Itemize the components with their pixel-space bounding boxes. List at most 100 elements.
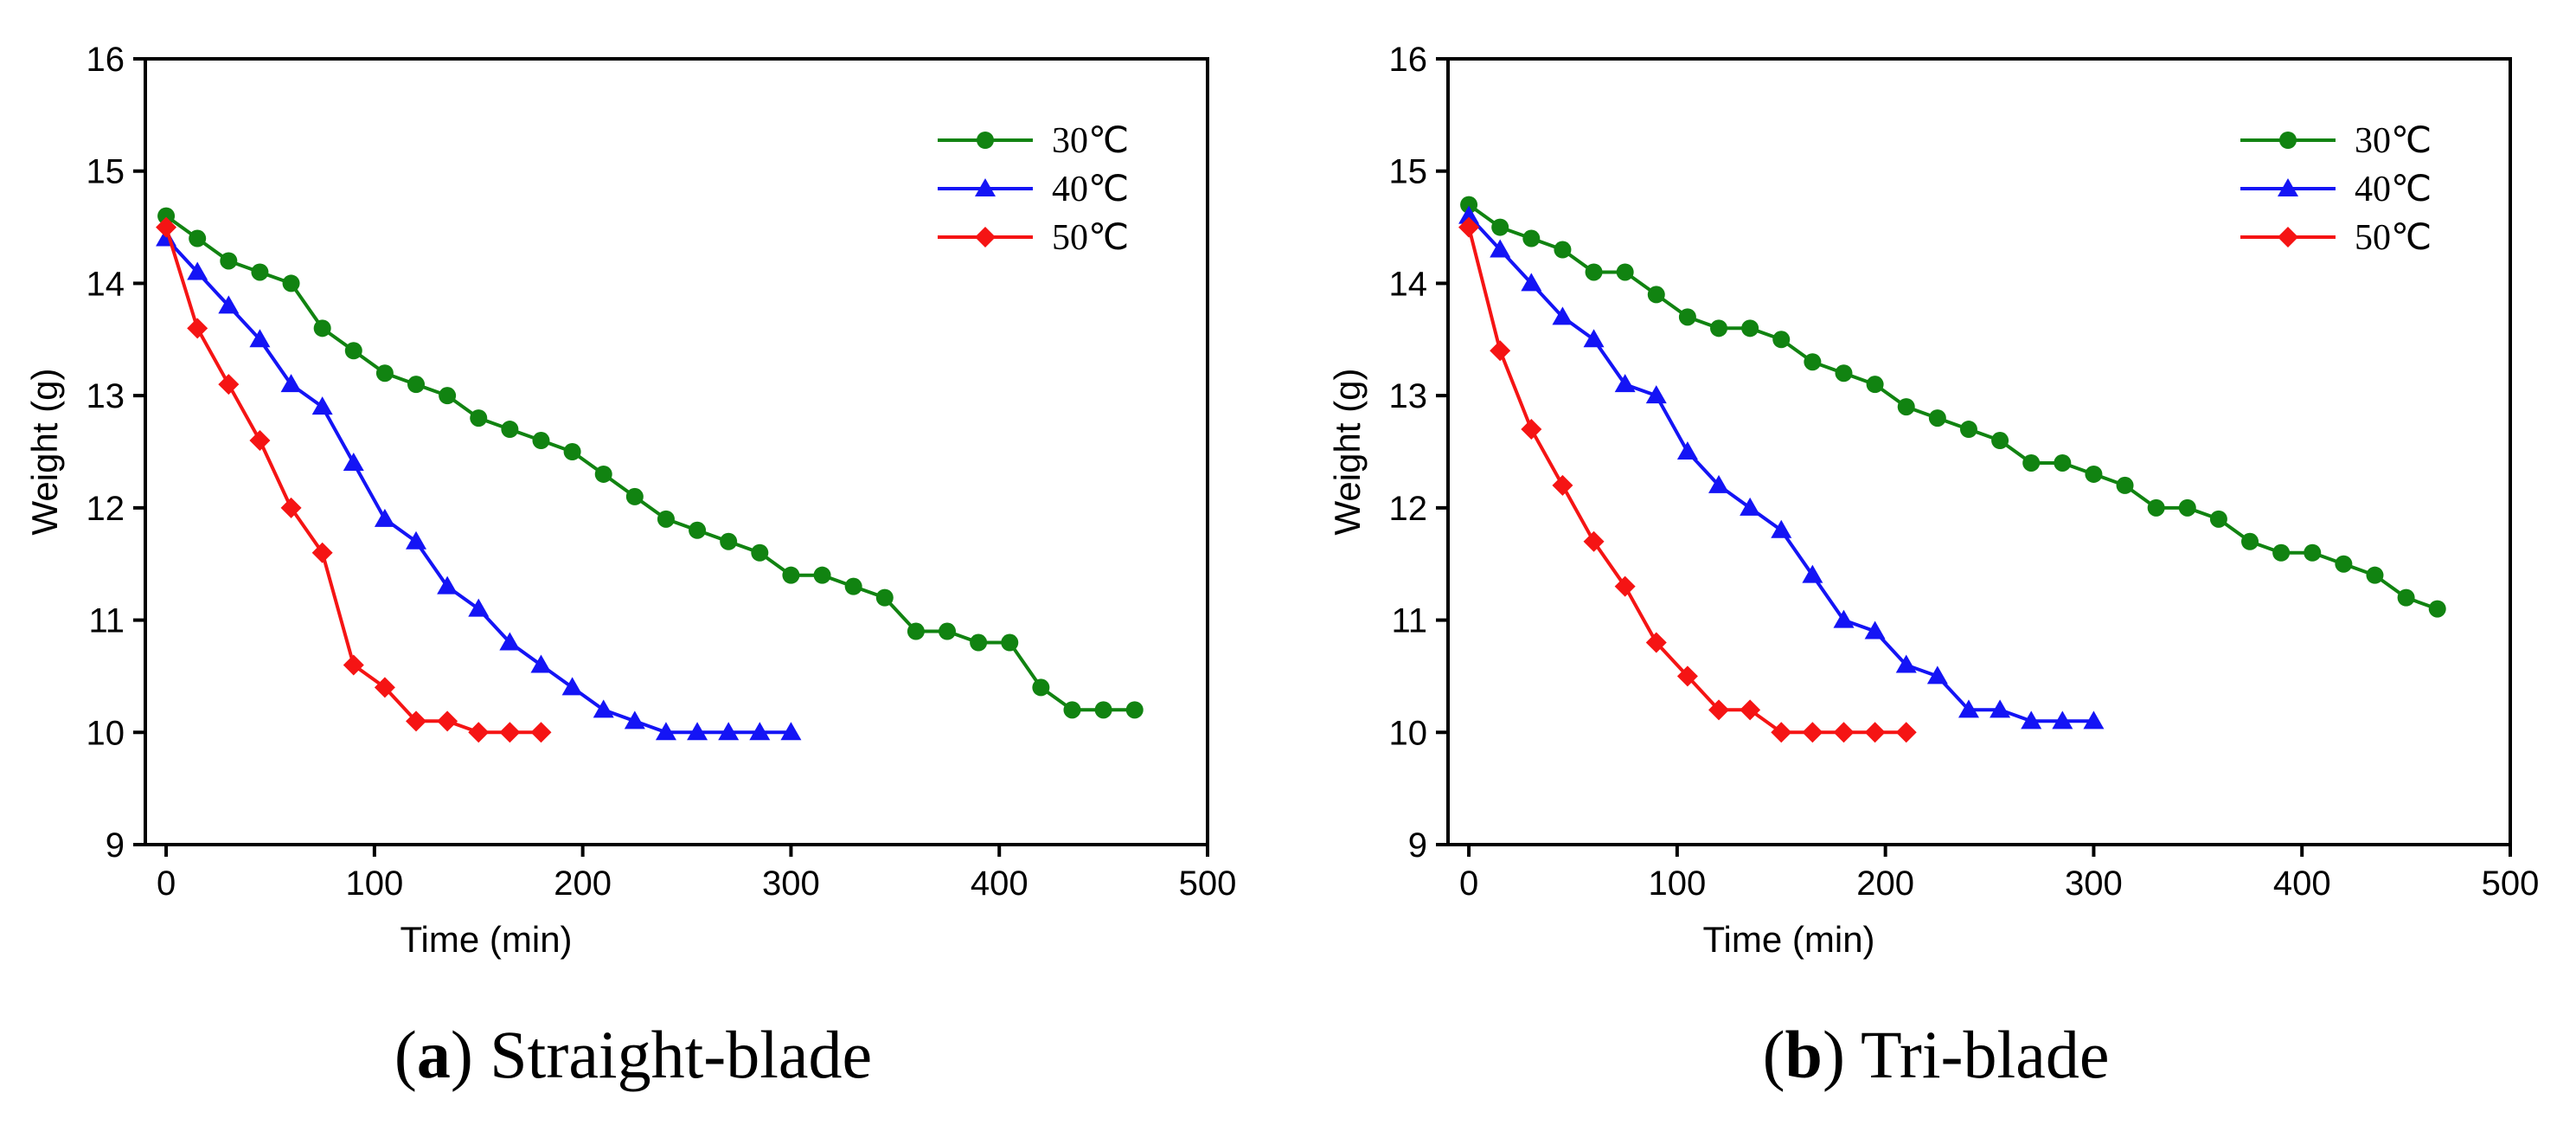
x-tick-label: 300	[2065, 865, 2123, 903]
data-point	[1772, 331, 1791, 349]
data-point	[374, 508, 395, 527]
data-point	[499, 632, 521, 651]
y-tick-label: 9	[1408, 826, 1427, 865]
data-point	[813, 566, 831, 584]
data-point	[1001, 633, 1019, 652]
data-point	[687, 722, 708, 741]
data-point	[187, 261, 208, 280]
data-point	[2083, 710, 2105, 730]
data-point	[1647, 286, 1665, 304]
data-point	[157, 207, 176, 225]
data-point	[1521, 419, 1542, 440]
data-point	[2428, 600, 2446, 618]
x-tick-label: 100	[1648, 865, 1706, 903]
legend-marker	[977, 132, 994, 149]
series-2	[156, 216, 552, 743]
data-point	[657, 510, 675, 528]
data-point	[907, 622, 925, 640]
data-point	[375, 364, 394, 382]
data-point	[1897, 398, 1915, 416]
x-axis-label: Time (min)	[400, 919, 572, 960]
data-point	[1802, 564, 1823, 583]
legend-label: 50℃	[1052, 218, 1129, 258]
data-point	[1676, 665, 1698, 687]
panel-a: 0 100 200 300 400 500 9 10 11 12 13 14 15 16 Time (min…	[24, 41, 1236, 1092]
data-point	[1864, 620, 1886, 640]
data-point	[2366, 566, 2384, 584]
series-0	[1460, 196, 2446, 618]
data-point	[720, 532, 738, 550]
data-point	[624, 710, 645, 730]
y-tick-label: 16	[1389, 41, 1428, 79]
x-tick-label: 500	[1179, 865, 1237, 903]
data-point	[437, 710, 458, 732]
data-point	[468, 598, 490, 617]
data-point	[718, 722, 740, 741]
data-point	[2052, 710, 2073, 730]
data-point	[1708, 699, 1730, 721]
legend-label: 30℃	[1052, 121, 1129, 161]
y-axis-label: Weight (g)	[24, 369, 65, 536]
data-point	[282, 274, 300, 292]
data-point	[311, 396, 333, 415]
data-point	[1802, 722, 1823, 743]
y-tick-label: 14	[87, 265, 125, 303]
data-point	[2397, 588, 2415, 607]
data-point	[1928, 409, 1946, 428]
data-point	[249, 430, 271, 452]
data-point	[406, 710, 427, 732]
data-point	[2304, 543, 2322, 562]
data-point	[187, 318, 208, 339]
y-tick-label: 12	[1389, 490, 1428, 528]
series-line	[164, 237, 791, 735]
data-point	[313, 319, 331, 338]
series-2	[1458, 216, 1917, 743]
data-point	[1583, 530, 1605, 552]
data-point	[343, 452, 364, 471]
data-point	[1491, 218, 1509, 236]
data-point	[561, 677, 583, 696]
data-point	[2335, 555, 2353, 573]
data-point	[2054, 453, 2072, 472]
data-point	[1125, 701, 1144, 719]
data-point	[1583, 329, 1605, 348]
x-tick-label: 400	[2273, 865, 2331, 903]
data-point	[1710, 319, 1728, 338]
data-point	[2241, 532, 2259, 550]
data-point	[1522, 229, 1541, 248]
y-tick-label: 11	[88, 602, 125, 640]
panel-b: 0 100 200 300 400 500 9 10 11 12 13 14 15 16 Time (min…	[1327, 41, 2539, 1092]
data-point	[2272, 543, 2291, 562]
data-point	[1676, 441, 1698, 460]
data-point	[249, 329, 271, 348]
data-point	[563, 443, 581, 460]
y-axis-label: Weight (g)	[1327, 369, 1368, 536]
data-point	[1490, 340, 1511, 362]
data-point	[1554, 241, 1572, 259]
data-point	[655, 722, 676, 741]
data-point	[532, 432, 550, 450]
legend-label: 50℃	[2355, 218, 2432, 258]
data-point	[1740, 699, 1761, 721]
data-point	[625, 487, 644, 505]
data-point	[1616, 263, 1634, 281]
legend-marker	[975, 227, 996, 248]
data-point	[1740, 497, 1761, 516]
data-point	[437, 575, 458, 595]
y-tick-label: 9	[106, 826, 125, 865]
legend: 30℃ 40℃ 50℃	[938, 121, 1129, 258]
data-point	[501, 421, 519, 439]
data-point	[1063, 701, 1081, 719]
data-point	[1032, 678, 1050, 697]
data-point	[1958, 699, 1979, 718]
data-point	[2209, 510, 2227, 528]
data-point	[156, 216, 177, 238]
data-point	[530, 654, 552, 673]
data-point	[1926, 665, 1948, 685]
legend-marker	[2278, 227, 2298, 248]
y-tick-label: 14	[1389, 265, 1428, 303]
data-point	[1552, 474, 1573, 496]
data-point	[594, 465, 612, 483]
data-point	[1614, 374, 1636, 393]
